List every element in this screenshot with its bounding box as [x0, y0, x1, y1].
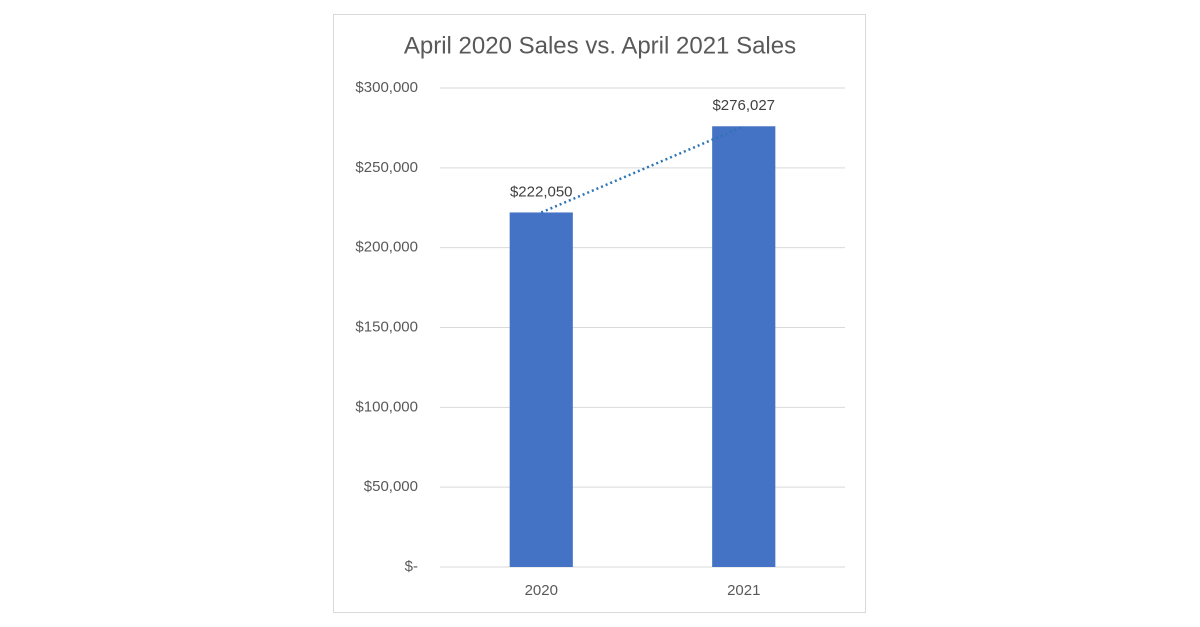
y-tick-label: $250,000 [355, 159, 418, 176]
x-tick-label: 2020 [525, 582, 558, 599]
y-tick-label: $200,000 [355, 239, 418, 256]
y-tick-label: $100,000 [355, 398, 418, 415]
y-tick-label: $50,000 [364, 478, 418, 495]
trendline [540, 125, 745, 214]
y-tick-label: $- [405, 558, 418, 575]
bar [712, 126, 776, 568]
data-label: $222,050 [510, 183, 573, 200]
chart-title: April 2020 Sales vs. April 2021 Sales [404, 32, 796, 59]
data-label: $276,027 [712, 97, 775, 114]
bar [509, 212, 573, 568]
y-tick-label: $300,000 [355, 79, 418, 96]
x-tick-label: 2021 [727, 582, 760, 599]
y-tick-label: $150,000 [355, 318, 418, 335]
chart-frame [333, 14, 866, 613]
